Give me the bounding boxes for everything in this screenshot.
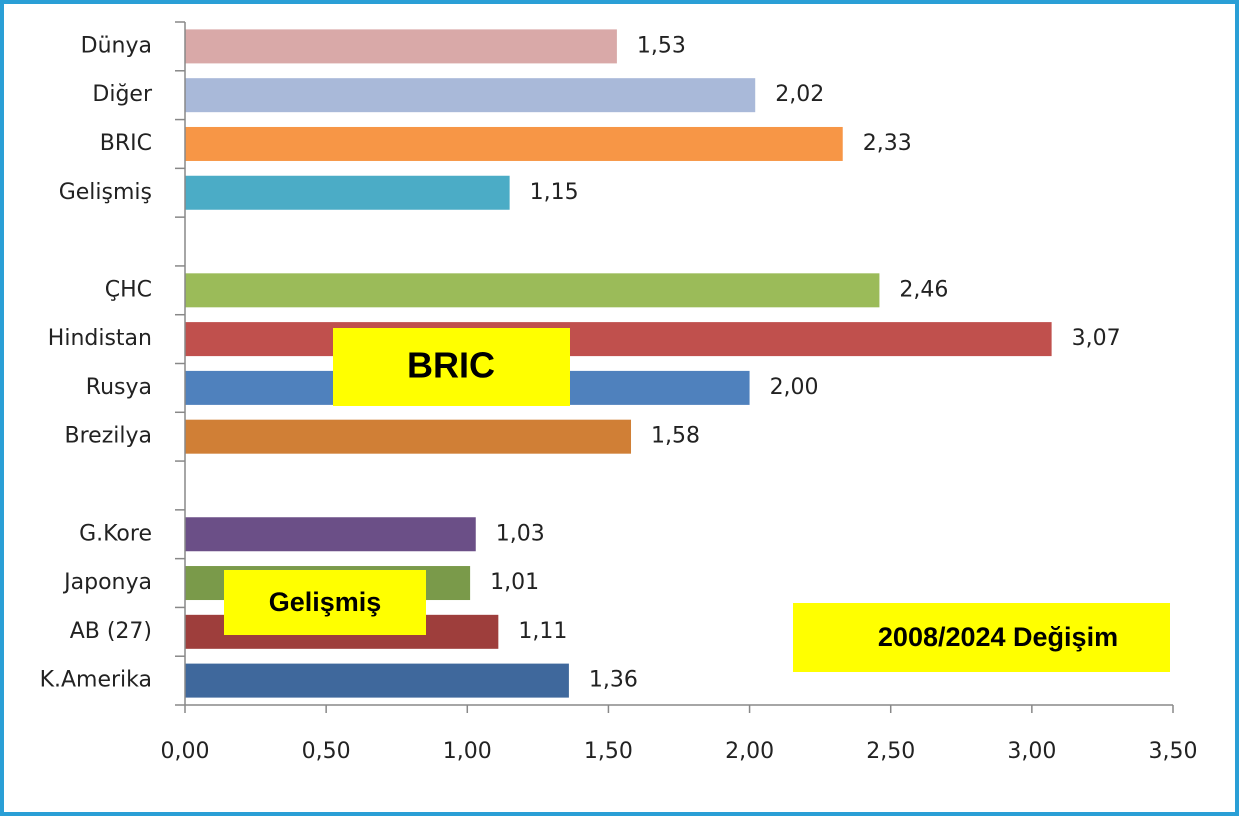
value-label: 1,58 [651,424,700,449]
x-tick-label: 1,00 [443,739,492,764]
annotation-box [224,570,426,635]
value-label: 1,36 [589,668,638,693]
value-label: 1,53 [637,33,686,58]
y-tick-label: G.Kore [79,521,152,546]
x-tick-label: 0,00 [161,739,210,764]
value-label: 1,03 [496,521,545,546]
x-tick-label: 2,00 [725,739,774,764]
y-tick-label: Gelişmiş [59,180,152,205]
value-label: 1,15 [530,180,579,205]
x-tick-label: 3,50 [1149,739,1198,764]
value-label: 1,01 [490,570,539,595]
value-label: 3,07 [1072,326,1121,351]
y-tick-label: K.Amerika [40,668,152,693]
bar [185,419,632,454]
value-label: 2,46 [899,277,948,302]
annotation: 2008/2024 Değişim [878,622,1118,652]
bar [185,517,476,552]
y-tick-label: Brezilya [65,424,152,449]
bar [185,175,510,210]
y-tick-label: ÇHC [105,277,152,302]
bar [185,273,880,308]
annotation-box [793,603,1170,672]
y-tick-label: Japonya [62,570,152,595]
x-tick-label: 3,00 [1007,739,1056,764]
annotation: Gelişmiş [269,587,382,617]
value-label: 2,02 [775,82,824,107]
x-tick-label: 2,50 [866,739,915,764]
y-tick-label: Rusya [86,375,152,400]
bar [185,663,569,698]
value-label: 2,00 [770,375,819,400]
bar [185,126,843,161]
bar [185,322,1052,357]
x-tick-label: 1,50 [584,739,633,764]
x-tick-label: 0,50 [302,739,351,764]
value-label: 2,33 [863,131,912,156]
annotation-box [333,328,570,406]
y-tick-label: Diğer [92,82,153,107]
y-tick-label: Hindistan [48,326,152,351]
bars [185,29,1052,698]
annotation: BRIC [407,345,495,386]
y-tick-label: BRIC [100,131,152,156]
bar [185,78,756,113]
y-tick-label: AB (27) [70,619,152,644]
bar [185,29,617,64]
y-tick-label: Dünya [81,33,152,58]
value-label: 1,11 [518,619,567,644]
